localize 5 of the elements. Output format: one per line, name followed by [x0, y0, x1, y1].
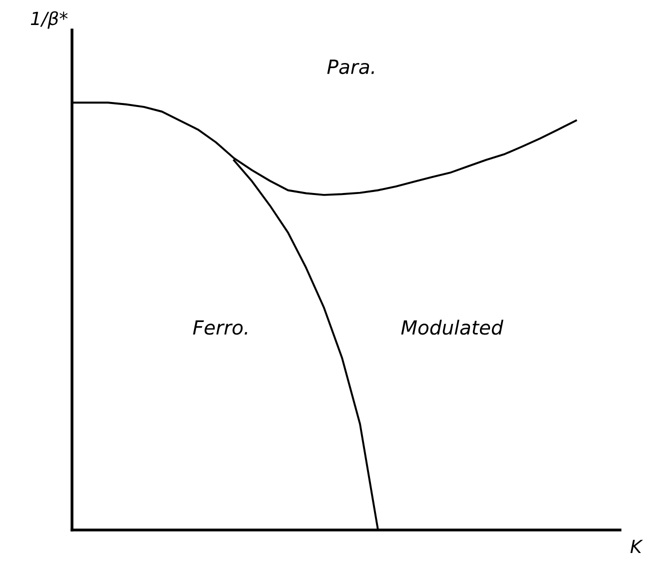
- annotation: Ferro.: [193, 320, 248, 335]
- text: Para.: [327, 60, 374, 74]
- x-axis-title: K: [630, 540, 644, 553]
- y-axis-title: 1/β*: [30, 11, 68, 29]
- annotation: Modulated: [401, 320, 504, 335]
